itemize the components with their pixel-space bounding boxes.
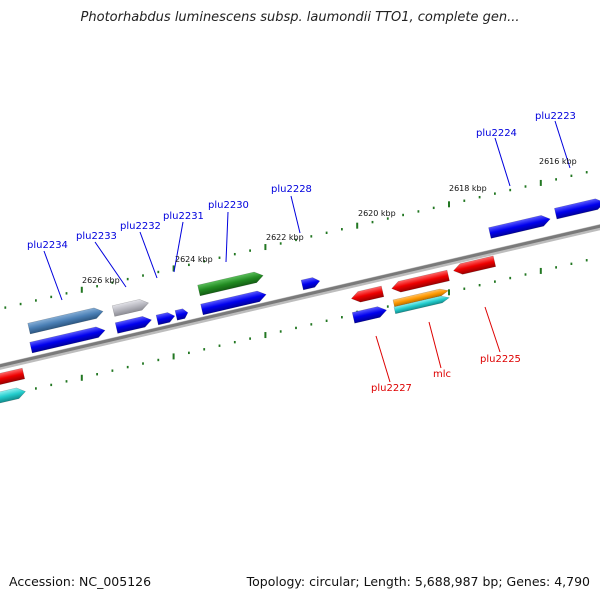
gene-label-plu2231[interactable]: plu2231 xyxy=(163,211,204,222)
plu2232-pointer xyxy=(139,231,158,279)
plu2223-pointer xyxy=(554,120,571,169)
scale-label-2624: 2624 kbp xyxy=(175,255,213,264)
scale-labels: 2616 kbp 2618 kbp 2620 kbp 2622 kbp 2624… xyxy=(82,157,577,285)
scale-label-2618: 2618 kbp xyxy=(449,184,487,193)
gene-labels: plu2223 plu2224 plu2228 plu2230 plu2231 … xyxy=(27,111,576,394)
gene-plu2228-arrow xyxy=(300,277,321,291)
gene-green-arrow xyxy=(197,271,264,297)
label-pointer-lines xyxy=(43,120,571,383)
plu2230-pointer xyxy=(225,211,229,263)
gene-label-plu2232[interactable]: plu2232 xyxy=(120,221,161,232)
accession-text: Accession: NC_005126 xyxy=(9,574,152,589)
gene-plu2232-arrow xyxy=(114,316,152,334)
gene-cyan-arrow xyxy=(393,295,450,315)
gene-plu2230-arrow xyxy=(200,290,267,316)
gene-label-plu2233[interactable]: plu2233 xyxy=(76,231,117,242)
gene-label-plu2227[interactable]: plu2227 xyxy=(371,383,412,394)
plu2225-pointer xyxy=(484,306,501,353)
gene-label-plu2230[interactable]: plu2230 xyxy=(208,200,249,211)
plu2233-pointer xyxy=(94,241,127,288)
gene-label-plu2228[interactable]: plu2228 xyxy=(271,184,312,195)
gene-label-plu2223[interactable]: plu2223 xyxy=(535,111,576,122)
map-title: Photorhabdus luminescens subsp. laumondi… xyxy=(80,10,520,25)
plu2228-pointer xyxy=(290,195,301,234)
scale-ticks-top xyxy=(4,171,588,309)
plu2234-pointer xyxy=(43,250,63,301)
gene-features xyxy=(0,198,600,407)
gene-plu2224-arrow xyxy=(488,215,551,239)
gene-plu2225-arrow xyxy=(453,255,497,275)
scale-label-2620: 2620 kbp xyxy=(358,209,396,218)
gene-label-plu2224[interactable]: plu2224 xyxy=(476,128,517,139)
gene-plu2227-arrow xyxy=(351,306,387,324)
gene-mlc-orange-arrow xyxy=(392,288,449,308)
gene-cyan-edge-arrow xyxy=(0,387,26,407)
plu2231-pointer xyxy=(173,221,184,273)
plu2224-pointer xyxy=(494,137,511,187)
gene-steelblue-arrow xyxy=(27,307,104,335)
gene-plu2233-arrow xyxy=(29,326,106,354)
gene-label-plu2225[interactable]: plu2225 xyxy=(480,354,521,365)
gene-plu2231-arrow xyxy=(174,308,189,321)
gene-label-mlc[interactable]: mlc xyxy=(433,369,451,380)
plu2227-pointer xyxy=(375,335,391,383)
gene-plu2223-arrow xyxy=(554,198,600,220)
gene-grey-arrow xyxy=(111,299,149,317)
gene-red-left-arrow xyxy=(391,269,450,293)
genome-summary-text: Topology: circular; Length: 5,688,987 bp… xyxy=(246,574,590,589)
gene-red-edge-arrow xyxy=(0,367,26,387)
scale-label-2626: 2626 kbp xyxy=(82,276,120,285)
sequence-backbone xyxy=(0,224,600,370)
gene-small-blue-arrow xyxy=(155,312,176,326)
mlc-pointer xyxy=(428,321,442,369)
gene-red-left-small-arrow xyxy=(350,285,385,303)
gene-label-plu2234[interactable]: plu2234 xyxy=(27,240,68,251)
scale-label-2622: 2622 kbp xyxy=(266,233,304,242)
scale-label-2616: 2616 kbp xyxy=(539,157,577,166)
